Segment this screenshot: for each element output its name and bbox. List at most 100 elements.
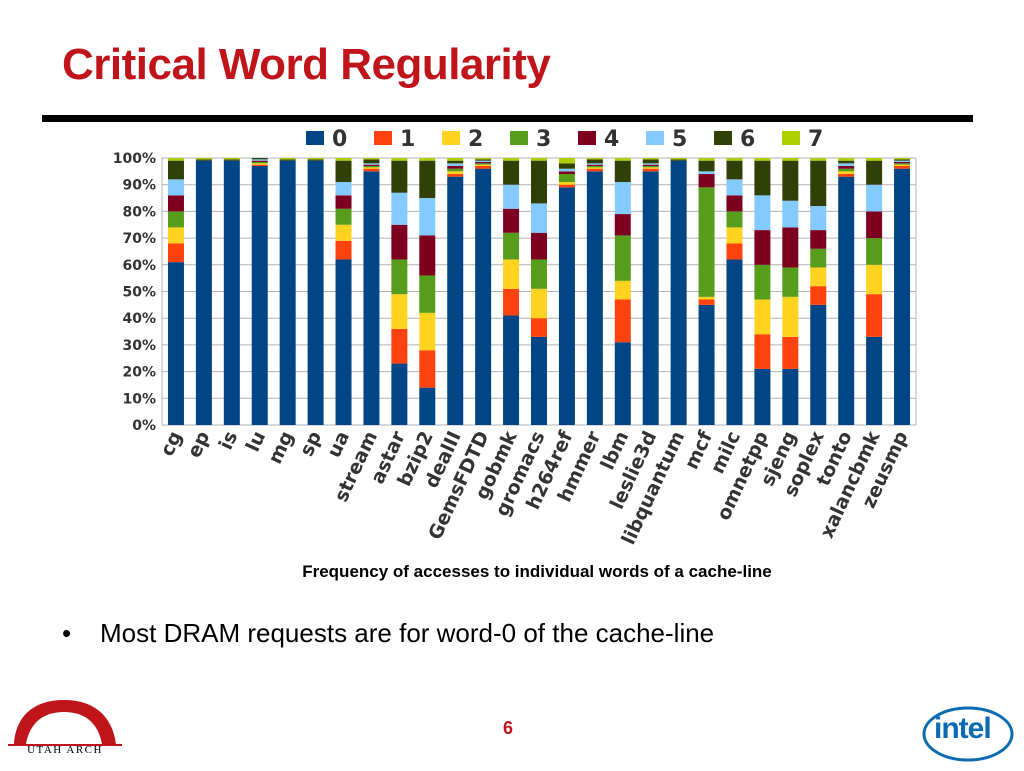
bar-segment-astar-word-0 (391, 363, 408, 425)
bar-segment-stream-word-6 (363, 159, 380, 164)
bar-segment-sp-word-7 (307, 158, 324, 160)
bullet-dot-icon: • (62, 618, 72, 648)
bar-segment-zeusmp-word-1 (894, 166, 911, 169)
bar-segment-soplex-word-3 (810, 248, 827, 268)
bar-segment-lu-word-6 (251, 158, 268, 160)
bar-segment-ep-word-6 (195, 159, 212, 161)
bar-segment-mcf-word-1 (698, 299, 715, 305)
utah-arch-logo-text: UTAH ARCH (27, 744, 103, 756)
bar-segment-hmmer-word-4 (586, 164, 603, 167)
bar-segment-mg-word-0 (279, 160, 296, 426)
y-tick-label: 20% (122, 365, 156, 381)
chart-caption: Frequency of accesses to individual word… (302, 562, 772, 581)
bar-segment-mcf-word-7 (698, 158, 715, 161)
bar-segment-GemsFDTD-word-6 (475, 159, 492, 161)
intel-logo: intel (920, 700, 1020, 766)
bar-segment-is-word-0 (223, 160, 240, 426)
bar-segment-sp-word-0 (307, 160, 324, 426)
bar-segment-sjeng-word-5 (782, 200, 799, 228)
bar-segment-milc-word-6 (726, 160, 743, 180)
bar-segment-sp-word-6 (307, 159, 324, 161)
bar-segment-lu-word-5 (251, 159, 268, 161)
bullet-list: • Most DRAM requests are for word-0 of t… (62, 618, 714, 649)
bar-segment-gromacs-word-0 (531, 336, 547, 425)
bar-segment-soplex-word-2 (810, 267, 827, 287)
bullet-text: Most DRAM requests are for word-0 of the… (100, 618, 715, 648)
legend-swatch-word-1 (374, 131, 392, 145)
bar-segment-gobmk-word-5 (503, 184, 520, 209)
bar-segment-hmmer-word-7 (586, 158, 603, 160)
bar-segment-dealII-word-3 (447, 168, 464, 172)
legend-swatch-word-5 (646, 131, 664, 145)
arch-icon (8, 700, 122, 746)
bar-segment-milc-word-7 (726, 158, 743, 161)
bar-segment-dealII-word-6 (447, 160, 464, 164)
bar-segment-gromacs-word-6 (531, 160, 547, 204)
bar-segment-stream-word-1 (363, 168, 380, 172)
page-number: 6 (502, 718, 513, 738)
bar-segment-leslie3d-word-2 (642, 167, 659, 169)
utah-arch-logo: UTAH ARCH (6, 694, 124, 764)
bar-segment-bzip2-word-2 (419, 312, 436, 351)
bar-segment-soplex-word-0 (810, 304, 827, 425)
bar-segment-mcf-word-0 (698, 304, 715, 425)
bar-segment-hmmer-word-2 (586, 167, 603, 169)
bar-segment-GemsFDTD-word-7 (475, 158, 492, 160)
bar-segment-milc-word-2 (726, 227, 743, 244)
legend-label: 0 (332, 127, 347, 152)
bar-segment-tonto-word-3 (838, 168, 855, 172)
bar-segment-gromacs-word-1 (531, 318, 547, 337)
bar-segment-sjeng-word-4 (782, 227, 799, 268)
bar-segment-mcf-word-5 (698, 171, 715, 175)
legend-label: 7 (808, 127, 823, 152)
bar-segment-dealII-word-4 (447, 166, 464, 169)
bar-segment-zeusmp-word-0 (894, 168, 911, 425)
y-tick-label: 30% (122, 338, 156, 354)
bar-segment-cg-word-2 (167, 227, 184, 244)
bar-segment-gobmk-word-4 (503, 208, 520, 233)
bar-segment-lu-word-0 (251, 166, 268, 425)
bar-segment-omnetpp-word-1 (754, 334, 771, 369)
x-tick-label: cg (156, 428, 186, 460)
x-tick-label: mg (264, 428, 298, 468)
bar-segment-lbm-word-4 (614, 214, 631, 236)
bar-segment-gobmk-word-3 (503, 232, 520, 260)
bar-segment-h264ref-word-4 (558, 171, 575, 175)
legend-label: 6 (740, 127, 755, 152)
bar-segment-bzip2-word-4 (419, 235, 436, 276)
y-tick-label: 80% (122, 204, 156, 220)
bar-segment-bzip2-word-7 (419, 158, 436, 161)
legend-label: 2 (468, 127, 483, 152)
bar-segment-leslie3d-word-6 (642, 159, 659, 164)
bar-segment-cg-word-4 (167, 195, 184, 212)
bar-segment-mcf-word-6 (698, 160, 715, 172)
bar-segment-ua-word-4 (335, 195, 352, 209)
bar-segment-ua-word-7 (335, 158, 352, 161)
bar-segment-tonto-word-6 (838, 160, 855, 164)
bar-segment-soplex-word-5 (810, 206, 827, 231)
y-tick-label: 10% (122, 391, 156, 407)
bar-segment-zeusmp-word-3 (894, 163, 911, 165)
bar-segment-lu-word-4 (251, 160, 268, 163)
bar-segment-lu-word-1 (251, 164, 268, 167)
y-tick-label: 90% (122, 178, 156, 194)
bar-segment-astar-word-3 (391, 259, 408, 295)
bar-segment-tonto-word-1 (838, 174, 855, 177)
bar-segment-gobmk-word-6 (503, 160, 520, 185)
bar-segment-cg-word-6 (167, 160, 184, 180)
bar-segment-tonto-word-4 (838, 166, 855, 169)
bar-segment-is-word-6 (223, 159, 240, 161)
bar-segment-bzip2-word-1 (419, 350, 436, 388)
bar-segment-GemsFDTD-word-4 (475, 162, 492, 164)
bar-segment-gromacs-word-2 (531, 288, 547, 319)
bar-segment-h264ref-word-3 (558, 174, 575, 183)
bar-segment-gobmk-word-1 (503, 288, 520, 316)
bar-segment-zeusmp-word-4 (894, 162, 911, 164)
bar-segment-stream-word-3 (363, 166, 380, 168)
bar-segment-leslie3d-word-4 (642, 164, 659, 167)
bar-segment-astar-word-6 (391, 160, 408, 193)
bar-segment-libquantum-word-7 (670, 158, 687, 160)
bar-segment-gobmk-word-0 (503, 315, 520, 425)
bar-segment-GemsFDTD-word-5 (475, 160, 492, 163)
bar-segment-cg-word-0 (167, 262, 184, 425)
